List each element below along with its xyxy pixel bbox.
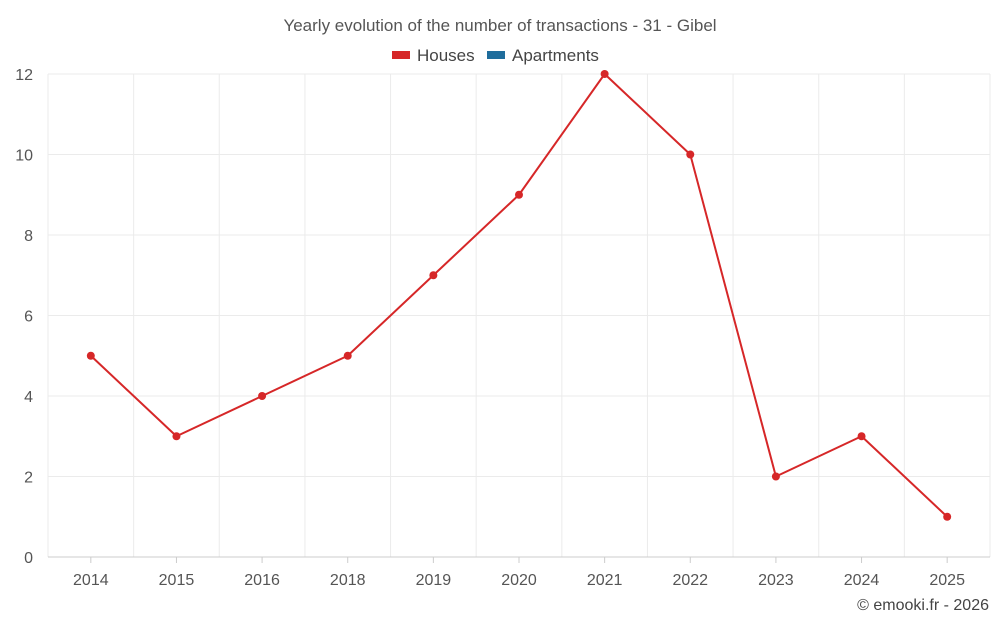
legend-label-houses[interactable]: Houses [417,46,475,65]
grid [47,73,991,557]
legend-swatch-houses [392,51,410,59]
y-tick-label: 2 [24,470,33,487]
chart-title: Yearly evolution of the number of transa… [283,16,716,35]
y-tick-label: 12 [15,67,33,84]
y-tick-label: 6 [24,309,33,326]
data-point[interactable] [515,190,523,199]
data-point[interactable] [857,432,866,441]
y-tick-label: 8 [24,228,33,245]
y-tick-label: 10 [15,148,33,165]
x-tick-label: 2019 [416,572,452,589]
x-tick-label: 2021 [587,572,623,589]
data-point[interactable] [429,271,438,280]
x-tick-label: 2020 [501,572,537,589]
axes [48,556,990,563]
x-tick-labels: 2014 2015 2016 2018 2019 2020 2021 2022 2023 2024… [73,572,965,589]
x-tick-label: 2018 [330,572,366,589]
legend-label-apartments[interactable]: Apartments [512,46,599,65]
x-tick-label: 2025 [929,572,965,589]
data-point[interactable] [172,432,181,441]
x-tick-label: 2014 [73,572,109,589]
y-tick-label: 4 [24,389,33,406]
data-point[interactable] [943,512,952,521]
x-tick-label: 2015 [159,572,195,589]
legend: Houses Apartments [392,46,599,65]
x-tick-label: 2016 [244,572,280,589]
y-tick-labels: 0 2 4 6 8 10 12 [15,67,33,567]
series-houses [86,70,952,521]
y-tick-label: 0 [24,550,33,567]
data-point[interactable] [771,472,780,481]
data-point[interactable] [343,351,352,360]
x-tick-label: 2023 [758,572,794,589]
data-point[interactable] [600,70,609,78]
data-point[interactable] [86,351,95,360]
x-tick-label: 2024 [844,572,880,589]
x-tick-label: 2022 [672,572,708,589]
data-point[interactable] [686,150,695,159]
credit-text: © emooki.fr - 2026 [857,597,989,614]
legend-swatch-apartments [487,51,505,59]
data-point[interactable] [258,392,267,400]
